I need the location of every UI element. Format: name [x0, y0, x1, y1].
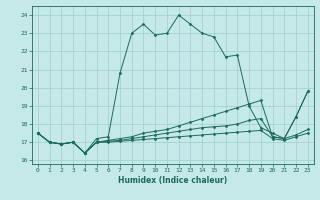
X-axis label: Humidex (Indice chaleur): Humidex (Indice chaleur)	[118, 176, 228, 185]
